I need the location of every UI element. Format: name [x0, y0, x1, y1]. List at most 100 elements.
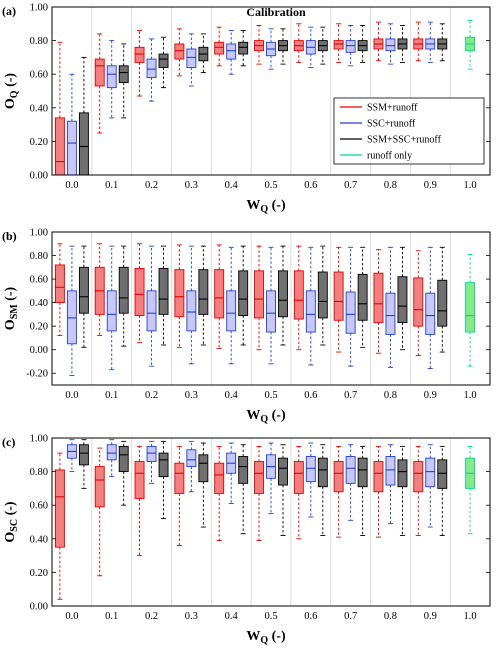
panel-b-box-ssm-ssc-runoff [317, 245, 328, 346]
panel-a-box-ssc-runoff [345, 25, 356, 67]
box-iqr [146, 58, 157, 79]
panel-a-x-tick-label: 0.9 [424, 180, 437, 191]
panel-c-box-ssc-runoff [385, 444, 396, 525]
panel-a: 0.00 0.20 0.40 0.60 0.80 1.00 0.0 0.1 0.2 0.3 0.4 0… [2, 3, 491, 215]
box-iqr [254, 270, 264, 319]
box-iqr [214, 269, 225, 319]
box-iqr [174, 462, 185, 494]
legend-entry-ssm-ssc-runoff: SSM+SSC+runoff [367, 135, 442, 146]
panel-c-box-ssm-ssc-runoff [158, 440, 169, 520]
box-iqr [78, 112, 89, 176]
box-iqr [278, 270, 288, 318]
panel-b-label: (b) [2, 229, 17, 243]
panel-c-box-ssm-runoff [94, 447, 105, 577]
panel-b-x-tick-label: 0.1 [105, 390, 118, 401]
panel-a-box-ssc-runoff [385, 23, 396, 65]
panel-c-box-ssc-runoff [425, 444, 436, 528]
panel-b-box-ssm-runoff [413, 250, 424, 357]
panel-b-box-ssm-runoff [94, 243, 105, 337]
panel-b-x-tick-label: 0.3 [185, 390, 198, 401]
panel-c-x-tick-label: 0.5 [264, 611, 277, 622]
panel-c-box-ssc-runoff [226, 442, 237, 504]
panel-a-y-tick-label: 0.00 [30, 171, 48, 182]
panel-b-box-ssm-ssc-runoff [118, 245, 129, 347]
panel-a-box-ssm-ssc-runoff [78, 56, 89, 176]
panel-a-x-tick-label: 0.3 [185, 180, 198, 191]
box-iqr [238, 41, 249, 55]
panel-b-box-ssc-runoff [345, 246, 356, 367]
box-iqr [94, 58, 105, 87]
panel-a-box-ssm-ssc-runoff [317, 26, 328, 65]
panel-b-y-tick-label: -0.20 [26, 369, 48, 380]
panel-a-box-ssc-runoff [106, 40, 117, 119]
box-iqr [214, 462, 225, 494]
panel-b-box-ssm-ssc-runoff [158, 245, 169, 346]
panel-a-box-ssc-runoff [305, 26, 316, 68]
panel-c-x-tick-label: 0.3 [185, 611, 198, 622]
box-iqr [226, 43, 237, 60]
box-iqr [158, 268, 169, 315]
panel-b-x-tick-label: 0.8 [384, 390, 397, 401]
panel-c-x-axis-label: WQ (-) [246, 629, 286, 646]
box-iqr [174, 269, 185, 318]
box-iqr [118, 266, 129, 314]
panel-a-x-tick-label: 0.5 [264, 180, 277, 191]
box-iqr [413, 461, 424, 493]
panel-c-box-ssm-ssc-runoff [198, 442, 209, 528]
panel-b-box-ssm-ssc-runoff [278, 245, 288, 346]
panel-c-box-ssc-runoff [345, 444, 356, 521]
panel-c-box-ssm-runoff [333, 445, 344, 538]
box-iqr [54, 469, 65, 548]
panel-b-box-ssm-runoff [214, 244, 225, 349]
panel-b-y-tick-label: 0.00 [30, 345, 48, 356]
box-iqr [385, 456, 396, 486]
box-iqr [385, 292, 396, 335]
box-iqr [226, 290, 237, 332]
panel-c-box-ssm-ssc-runoff [437, 445, 448, 536]
panel-a-box-ssm-ssc-runoff [198, 33, 209, 73]
box-iqr [278, 457, 288, 486]
panel-a-box-ssc-runoff [425, 21, 436, 63]
panel-c-y-tick-label: 0.40 [30, 534, 48, 545]
box-iqr [266, 290, 276, 333]
box-iqr [357, 273, 368, 321]
box-iqr [186, 449, 197, 468]
box-iqr [238, 456, 249, 484]
panel-b-x-tick-label: 0.4 [225, 390, 239, 401]
panel-c-box-ssm-runoff [293, 445, 304, 540]
box-iqr [373, 461, 384, 493]
box-iqr [54, 264, 65, 304]
panel-b-y-tick-label: 0.20 [30, 322, 48, 333]
panel-b-box-ssm-ssc-runoff [198, 245, 209, 346]
panel-c-box-ssm-ssc-runoff [278, 444, 288, 536]
box-iqr [118, 65, 129, 84]
panel-a-box-ssm-runoff [413, 21, 424, 62]
panel-b-box-ssc-runoff [385, 246, 396, 368]
panel-a-box-ssc-runoff [66, 73, 77, 176]
panel-b-x-tick-label: 0.9 [424, 390, 437, 401]
panel-b-box-ssc-runoff [226, 246, 237, 365]
legend-box [333, 97, 485, 165]
panel-c-box-ssc-runoff [66, 439, 77, 473]
box-iqr [198, 269, 209, 315]
panel-b-x-tick-label: 1.0 [464, 390, 477, 401]
panel-c-box-ssm-runoff [134, 445, 145, 557]
panel-c-box-ssc-runoff [266, 442, 276, 515]
panel-a-box-ssc-runoff [186, 33, 197, 87]
box-iqr [293, 270, 304, 320]
panel-a-box-ssm-ssc-runoff [397, 25, 408, 63]
panel-c-x-tick-label: 0.6 [304, 611, 317, 622]
box-iqr [425, 292, 436, 335]
panel-c-y-tick-label: 1.00 [30, 434, 48, 445]
panel-b-box-ssc-runoff [266, 246, 276, 365]
panel-a-box-ssm-runoff [373, 21, 384, 62]
panel-a-box-runoff-only [465, 19, 476, 70]
panel-b-box-ssc-runoff [425, 246, 436, 369]
panel-b-y-tick-label: 0.60 [30, 275, 48, 286]
panel-c-x-tick-label: 0.2 [145, 611, 158, 622]
panel-a-y-tick-label: 0.80 [30, 36, 48, 47]
legend: SSM+runoff SSC+runoff SSM+SSC+runoff run… [333, 97, 485, 165]
panel-c-y-tick-label: 0.80 [30, 467, 48, 478]
panel-a-box-ssm-runoff [293, 23, 304, 63]
